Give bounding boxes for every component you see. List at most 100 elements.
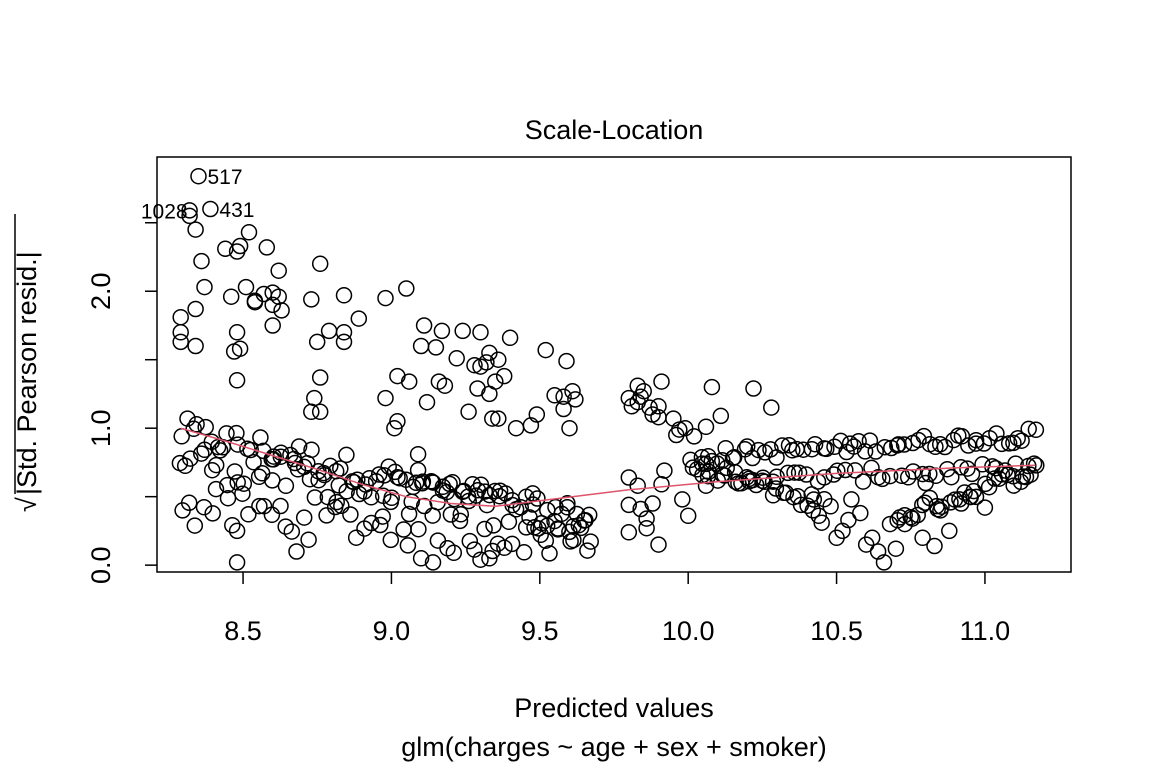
data-point [472, 551, 489, 568]
data-point [172, 333, 189, 351]
data-point [235, 475, 253, 492]
point-label: 431 [219, 199, 254, 222]
data-point [270, 262, 287, 279]
chart-title: Scale-Location [525, 115, 704, 145]
data-point [650, 398, 667, 415]
data-point [745, 380, 762, 397]
x-axis-label: Predicted values [514, 693, 714, 723]
data-point [172, 308, 189, 326]
x-tick-label: 9.0 [373, 616, 411, 646]
data-point [837, 461, 854, 479]
data-point [445, 544, 463, 562]
data-point [579, 542, 596, 559]
data-point [414, 473, 432, 490]
data-point [1007, 455, 1024, 472]
data-point [843, 491, 860, 508]
data-point [467, 487, 485, 504]
data-point [555, 400, 572, 418]
data-point [1012, 473, 1030, 491]
x-tick-label: 9.5 [521, 616, 559, 646]
data-point [967, 431, 985, 449]
data-point [370, 466, 388, 483]
data-point [424, 507, 441, 524]
data-point [887, 540, 905, 557]
data-point [222, 288, 240, 305]
data-point [461, 532, 479, 550]
data-point [764, 487, 782, 504]
data-point [202, 200, 219, 218]
data-point [491, 487, 508, 505]
data-point [288, 543, 305, 560]
data-point [300, 531, 317, 548]
data-point [967, 488, 985, 506]
data-point [231, 237, 249, 255]
data-point [335, 324, 353, 341]
data-point [207, 480, 225, 498]
data-point [427, 339, 445, 356]
data-point [185, 420, 202, 438]
data-point [264, 472, 281, 489]
data-point [303, 403, 320, 421]
data-point [804, 502, 822, 519]
data-point [282, 446, 299, 464]
data-point [377, 289, 394, 307]
data-point [904, 463, 922, 480]
data-point [846, 462, 864, 479]
data-point [277, 518, 294, 535]
data-point [1017, 468, 1035, 486]
smoother-line [180, 427, 1036, 508]
data-point [264, 296, 281, 314]
data-point [521, 509, 538, 526]
data-point [258, 239, 276, 256]
data-point [285, 450, 303, 468]
data-point [629, 377, 646, 394]
data-point [786, 464, 803, 481]
data-point [452, 506, 470, 523]
data-point [347, 529, 365, 546]
data-point [790, 464, 808, 481]
data-point [295, 509, 313, 526]
data-point [242, 441, 259, 459]
data-point [558, 352, 575, 370]
data-point [434, 478, 452, 496]
data-point [228, 554, 246, 571]
data-point [383, 489, 400, 507]
data-point [172, 324, 189, 341]
data-point [799, 497, 816, 514]
data-point [190, 167, 207, 185]
point-label: 1028 [141, 200, 188, 223]
data-point [945, 431, 962, 449]
data-point [472, 358, 489, 375]
data-point [867, 443, 884, 460]
data-point [472, 324, 489, 341]
data-point [638, 519, 655, 537]
data-point [490, 410, 507, 427]
data-point [410, 520, 427, 538]
data-point [311, 255, 329, 273]
data-point [338, 446, 355, 464]
data-point [963, 465, 981, 483]
data-point [187, 300, 204, 318]
data-point [486, 482, 504, 500]
data-point [228, 243, 246, 260]
data-point [389, 413, 406, 430]
data-point [454, 322, 471, 340]
data-point [565, 531, 582, 549]
data-point [203, 461, 221, 479]
x-tick-label: 10.0 [662, 616, 715, 646]
data-point [537, 532, 555, 549]
data-point [240, 506, 257, 523]
data-point [195, 498, 213, 516]
data-point [237, 278, 255, 296]
data-point [549, 521, 567, 538]
data-point [476, 520, 493, 538]
y-tick-label: 2.0 [86, 272, 116, 310]
data-point [350, 310, 368, 327]
data-point [561, 419, 578, 437]
data-point [253, 465, 271, 482]
data-point [926, 537, 943, 555]
data-point [712, 407, 730, 425]
data-point [679, 507, 697, 525]
data-point [240, 224, 258, 241]
data-point [537, 341, 554, 359]
